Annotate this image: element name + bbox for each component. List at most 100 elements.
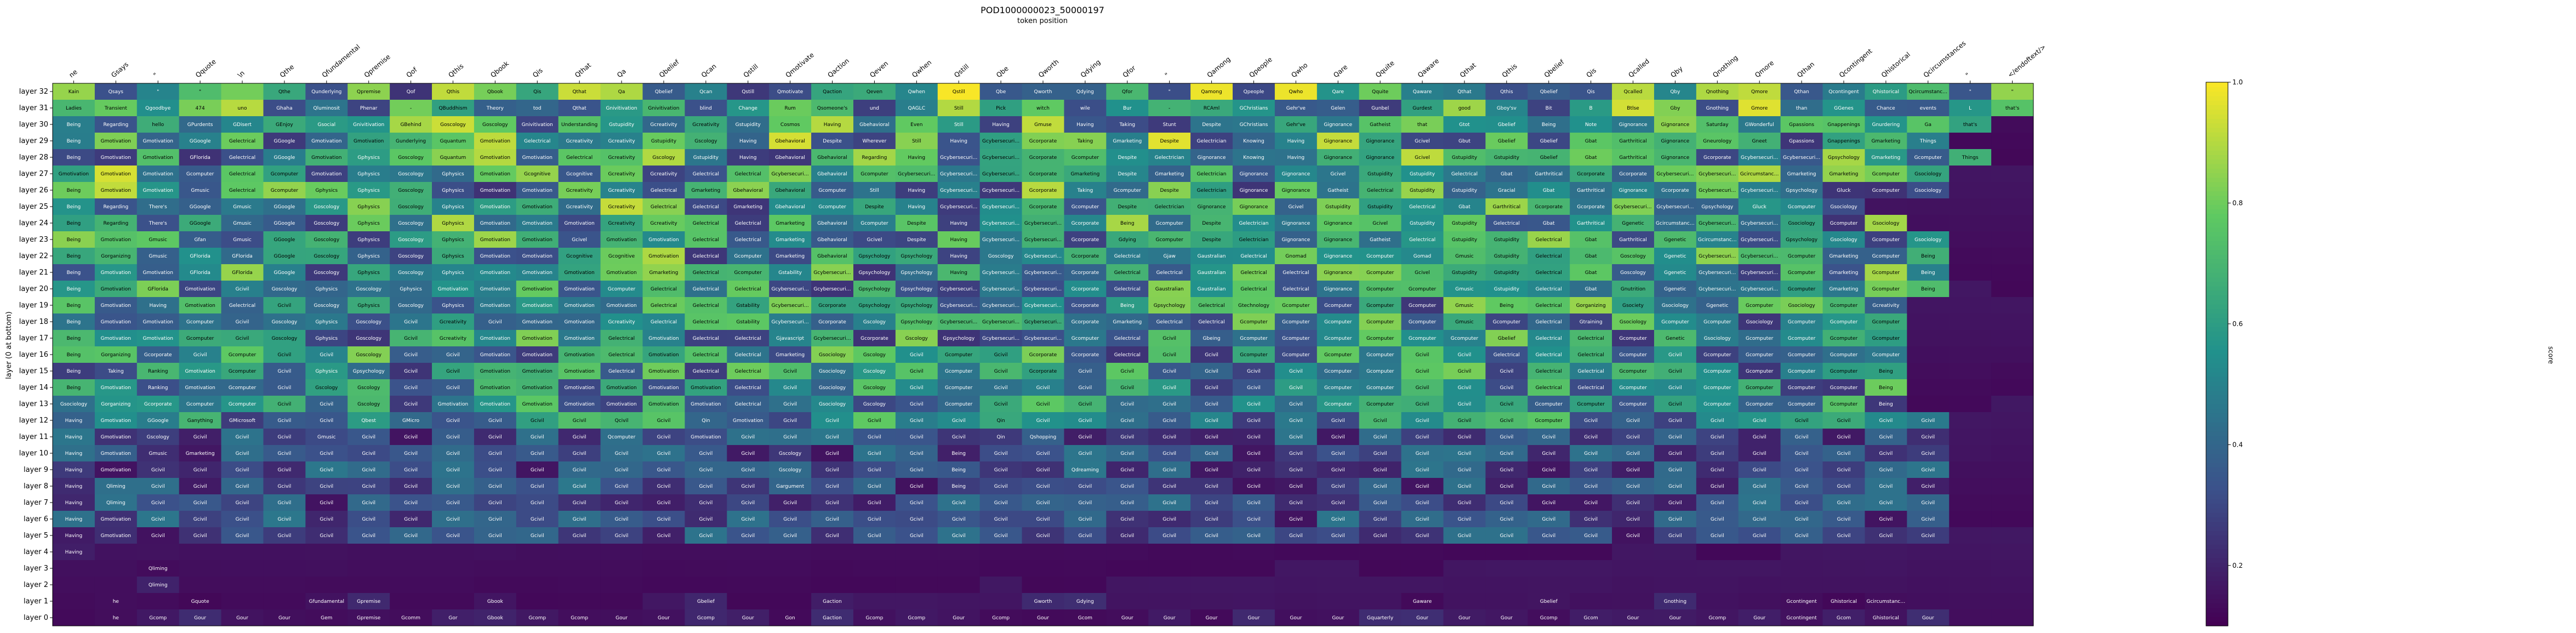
colorbar-segment <box>2206 476 2228 482</box>
heatmap-cell <box>1233 248 1275 265</box>
heatmap-cell-label: Gcivil <box>1247 451 1261 457</box>
heatmap-cell <box>1949 412 1992 429</box>
heatmap-cell <box>1274 215 1318 232</box>
heatmap-cell <box>347 429 390 446</box>
heatmap-cell <box>1738 511 1781 528</box>
heatmap-cell-label: Gcivil <box>699 451 713 457</box>
heatmap-cell <box>1190 182 1233 199</box>
heatmap-cell-label: Gcomputer <box>1746 303 1774 309</box>
heatmap-cell-label: Gcivil <box>1331 451 1345 457</box>
heatmap-cell <box>263 544 306 561</box>
y-tick-label: layer 28 <box>19 153 48 162</box>
heatmap-cell <box>1780 264 1823 281</box>
heatmap-cell <box>1148 527 1191 544</box>
heatmap-cell <box>1570 133 1612 150</box>
heatmap-cell-label: Qstill <box>742 89 754 95</box>
heatmap-cell-label: Gcivil <box>1205 402 1218 407</box>
heatmap-cell <box>979 330 1023 347</box>
heatmap-cell <box>1570 593 1612 610</box>
heatmap-cell <box>1907 182 1950 199</box>
heatmap-cell-label: Gelectrical <box>1283 270 1309 276</box>
heatmap-cell-label: Gmotivation <box>143 336 173 341</box>
heatmap-cell-label: Goscology <box>398 188 424 193</box>
heatmap-cell <box>1991 231 2034 248</box>
heatmap-cell-label: GFlorida <box>190 270 210 276</box>
heatmap-cell-label: Knowing <box>1243 139 1264 144</box>
heatmap-cell <box>895 248 938 265</box>
heatmap-cell-label: Understanding <box>561 122 597 128</box>
heatmap-cell-label: Gcomputer <box>945 369 973 374</box>
colorbar-segment <box>2206 435 2228 441</box>
heatmap-cell <box>347 297 390 314</box>
heatmap-cell <box>221 248 264 265</box>
heatmap-cell <box>1064 527 1107 544</box>
heatmap-cell-label: Gelectrician <box>1155 204 1184 210</box>
heatmap-cell-label: Gpremise <box>357 599 381 605</box>
heatmap-cell-label: Gmotivation <box>101 155 131 161</box>
heatmap-cell <box>600 609 643 626</box>
heatmap-cell-label: Gtechnology <box>1238 303 1270 309</box>
y-tick-label: layer 16 <box>19 351 48 359</box>
heatmap-cell-label: Gcorporate <box>1072 352 1099 358</box>
heatmap-cell <box>1991 264 2034 281</box>
heatmap-cell <box>1443 478 1486 495</box>
heatmap-cell-label: Gpsychology <box>858 303 891 309</box>
heatmap-cell <box>727 248 770 265</box>
heatmap-cell-label: Gcybersecuri… <box>771 287 808 292</box>
heatmap-cell <box>727 264 770 281</box>
heatmap-cell <box>1443 363 1486 380</box>
heatmap-cell <box>432 396 475 413</box>
heatmap-cell-label: Gcivil <box>1247 500 1261 506</box>
heatmap-cell <box>1064 445 1107 462</box>
heatmap-cell-label: Gcivil <box>531 500 544 506</box>
heatmap-cell-label: Gbehavioral <box>817 221 847 226</box>
heatmap-cell-label: Gorganizing <box>101 352 130 358</box>
heatmap-cell <box>1570 429 1612 446</box>
heatmap-cell <box>136 166 180 183</box>
heatmap-cell-label: Gem <box>321 615 332 621</box>
heatmap-cell <box>1570 100 1612 117</box>
heatmap-cell <box>432 609 475 626</box>
heatmap-cell-label: Gcivil <box>1711 451 1724 457</box>
heatmap-cell-label: Gcivil <box>278 369 292 374</box>
heatmap-cell <box>1443 133 1486 150</box>
heatmap-cell <box>1780 313 1823 330</box>
heatmap-cell <box>53 544 95 561</box>
heatmap-cell-label: he <box>113 599 119 605</box>
heatmap-cell-label: Taking <box>1119 122 1135 128</box>
heatmap-cell-label: Gcivil <box>362 533 375 539</box>
heatmap-cell-label: Gcivil <box>446 385 460 391</box>
heatmap-cell-label: Gcognitive <box>566 172 593 177</box>
heatmap-cell-label: Gcybersecuri… <box>982 287 1019 292</box>
colorbar-segment <box>2206 145 2228 151</box>
heatmap-cell <box>979 166 1023 183</box>
heatmap-cell <box>1443 396 1486 413</box>
heatmap-cell <box>1528 330 1570 347</box>
heatmap-cell-label: Gcomputer <box>1240 336 1268 341</box>
heatmap-cell-label: GFlorida <box>190 155 210 161</box>
heatmap-cell-label: Gpsychology <box>353 369 385 374</box>
heatmap-cell-label: Gcivil <box>615 484 629 489</box>
heatmap-cell-label: Qfor <box>1122 89 1133 95</box>
heatmap-cell <box>305 83 348 100</box>
heatmap-cell-label: GPurdents <box>187 122 213 128</box>
heatmap-cell-label: Gcivil <box>573 435 586 440</box>
heatmap-cell-label: Gcivil <box>910 435 924 440</box>
heatmap-cell-label: Gsociology <box>819 369 846 374</box>
heatmap-cell-label: Goscology <box>988 254 1014 259</box>
heatmap-cell-label: Gcivil <box>994 451 1008 457</box>
heatmap-cell-label: Gcomputer <box>1409 287 1437 292</box>
heatmap-cell-label: Having <box>65 467 83 473</box>
heatmap-cell <box>811 264 854 281</box>
heatmap-cell <box>1865 264 1907 281</box>
heatmap-cell <box>1064 198 1107 215</box>
heatmap-cell <box>1654 330 1697 347</box>
heatmap-cell <box>1738 494 1781 511</box>
colorbar-segment <box>2206 223 2228 228</box>
heatmap-cell <box>685 396 727 413</box>
colorbar-segment <box>2206 377 2228 382</box>
heatmap-cell <box>1148 198 1191 215</box>
heatmap-cell-label: Gelectrical <box>1240 254 1267 259</box>
heatmap-cell <box>179 412 222 429</box>
heatmap-cell <box>1443 445 1486 462</box>
